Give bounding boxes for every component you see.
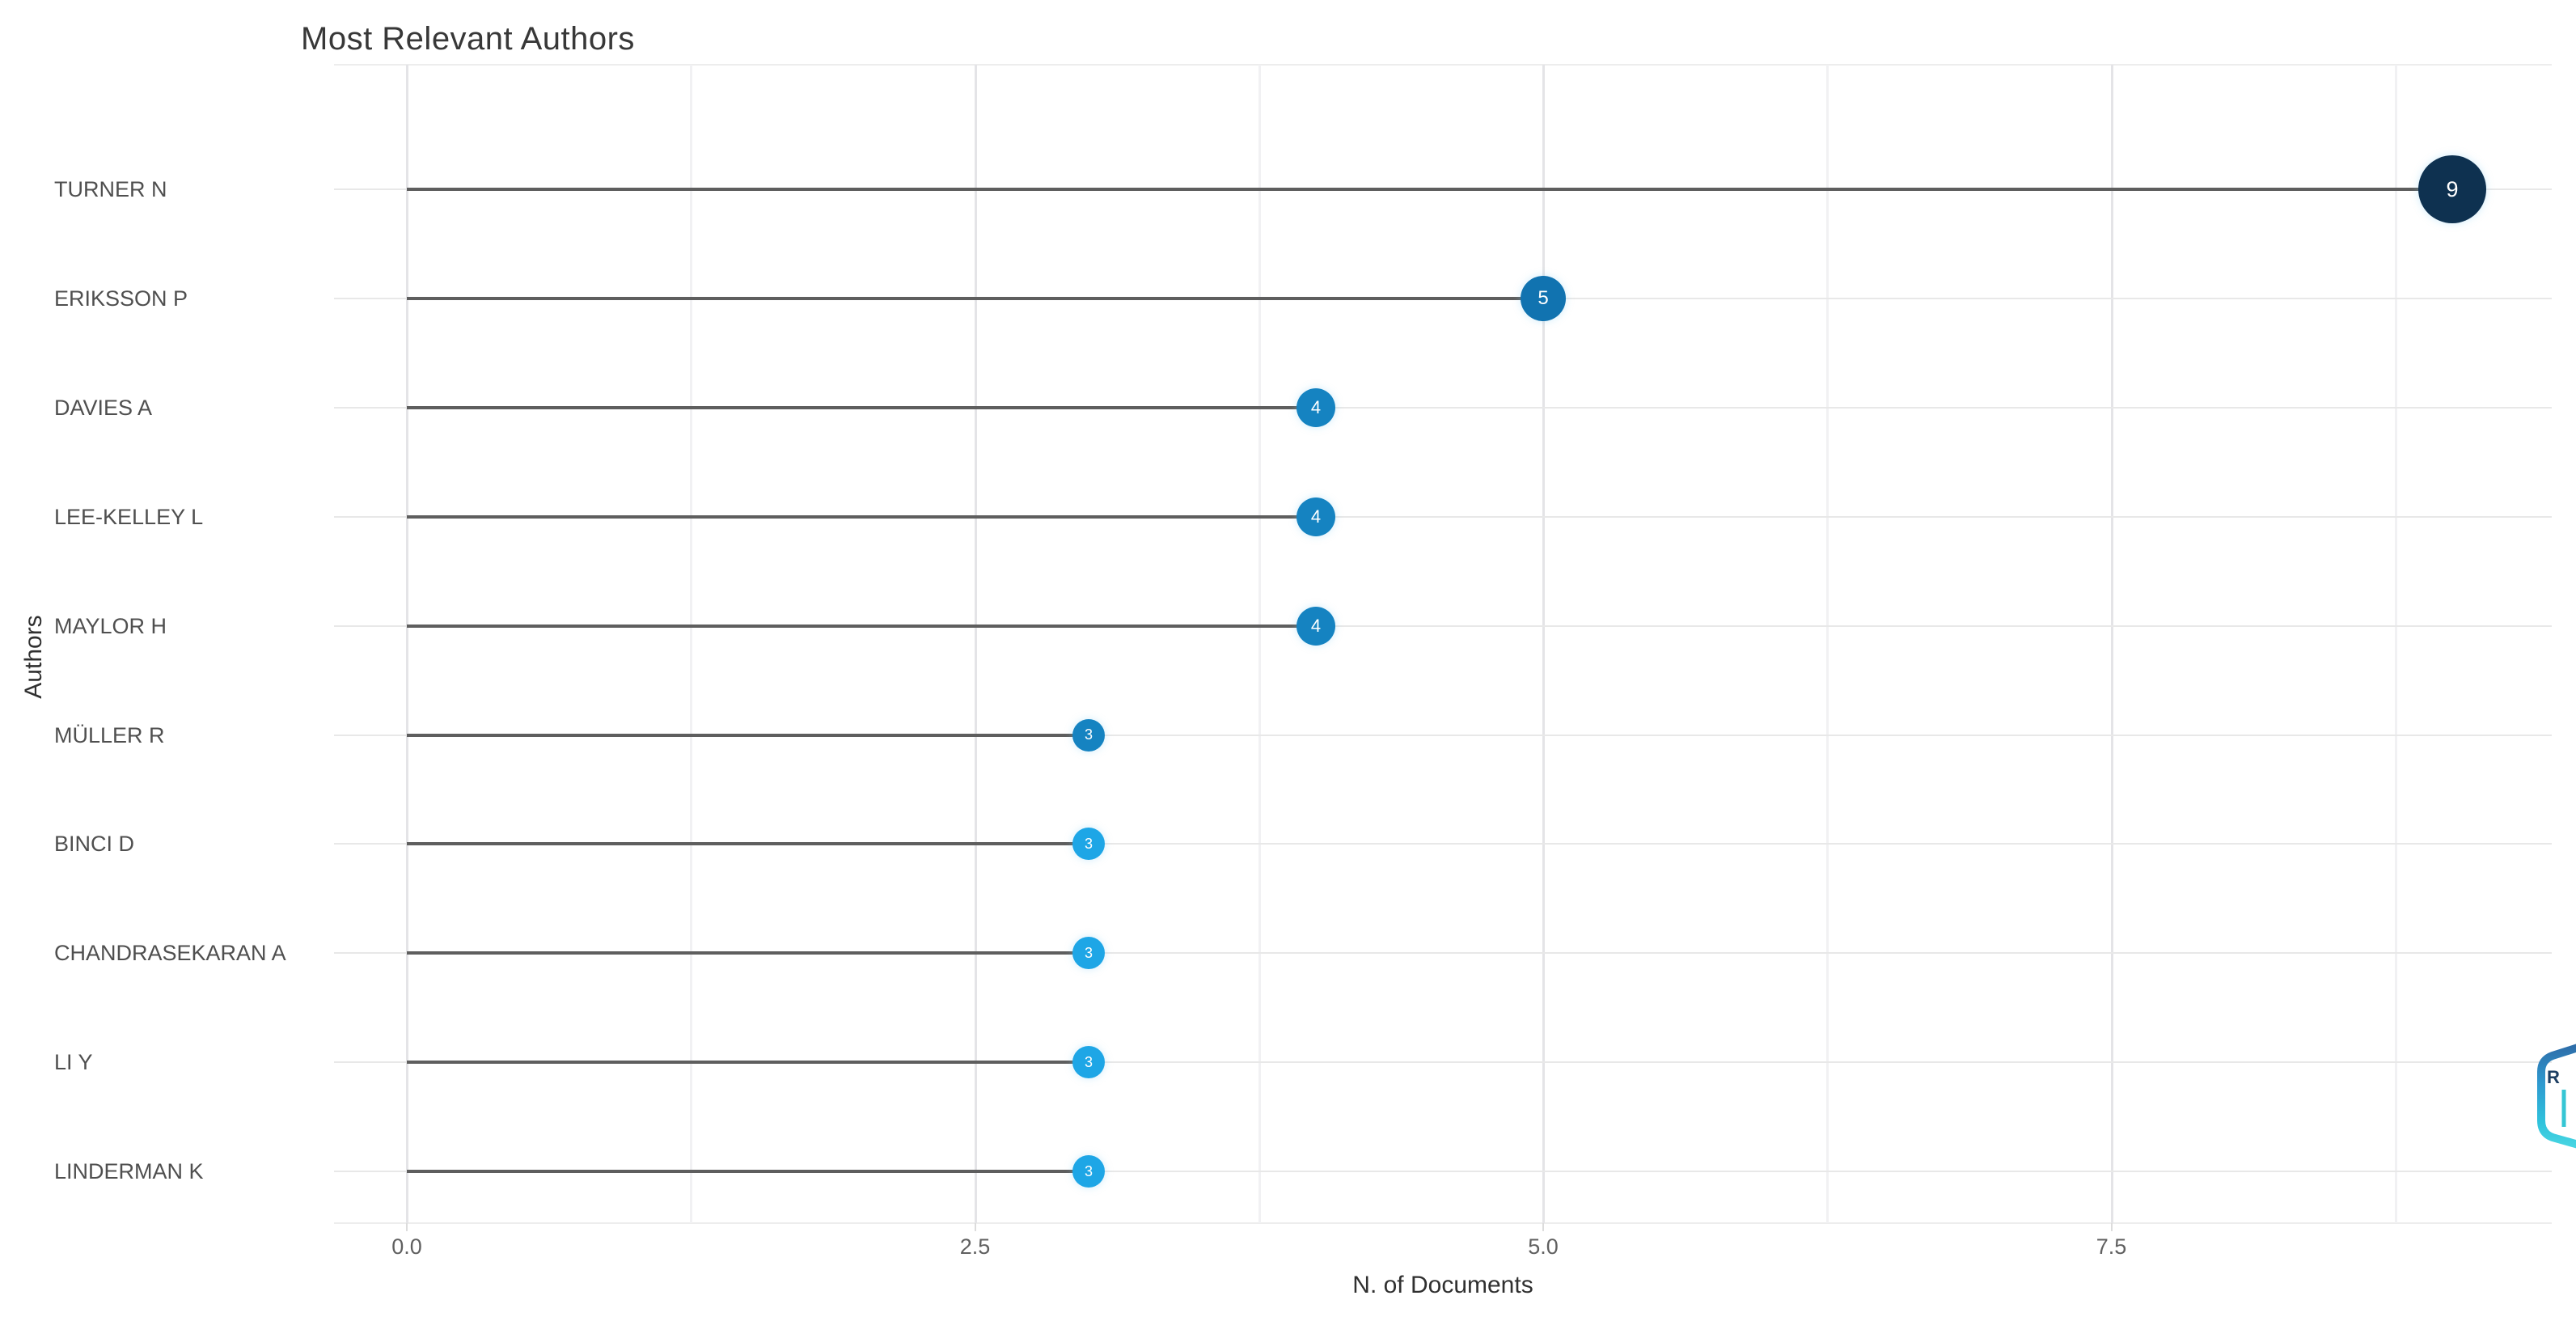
row-gridline <box>334 625 2552 627</box>
category-label: ERIKSSON P <box>54 286 188 311</box>
row-gridline <box>334 843 2552 845</box>
category-label: LINDERMAN K <box>54 1159 204 1184</box>
row-gridline <box>334 734 2552 736</box>
category-label: LEE-KELLEY L <box>54 504 204 529</box>
category-label: DAVIES A <box>54 395 153 420</box>
x-tick-label: 2.5 <box>959 1234 991 1259</box>
svg-text:R: R <box>2547 1067 2560 1087</box>
row-gridline <box>334 1171 2552 1173</box>
data-point-dot[interactable]: 5 <box>1521 275 1566 321</box>
data-point-dot[interactable]: 9 <box>2418 155 2486 223</box>
data-point-dot[interactable]: 3 <box>1072 1155 1105 1188</box>
clipped-logo-icon[interactable]: R <box>2525 1038 2576 1153</box>
x-gridline-minor <box>690 65 693 1223</box>
x-tick-mark <box>2110 1223 2113 1231</box>
dot-value-label: 9 <box>2446 176 2459 201</box>
x-gridline-major <box>406 65 408 1223</box>
stem-line <box>407 842 1089 846</box>
category-label: LI Y <box>54 1050 93 1075</box>
y-axis-title: Authors <box>20 615 47 699</box>
dot-value-label: 3 <box>1084 1053 1093 1070</box>
category-label: CHANDRASEKARAN A <box>54 941 286 966</box>
dot-value-label: 4 <box>1310 615 1322 636</box>
x-gridline-major <box>2110 65 2113 1223</box>
dot-value-label: 5 <box>1538 286 1549 309</box>
stem-line <box>407 1061 1089 1065</box>
panel-top-edge <box>334 64 2552 66</box>
x-gridline-minor <box>2394 65 2397 1223</box>
data-point-dot[interactable]: 3 <box>1072 718 1105 752</box>
data-point-dot[interactable]: 4 <box>1296 387 1335 427</box>
x-tick-label: 0.0 <box>391 1234 422 1259</box>
data-point-dot[interactable]: 3 <box>1072 828 1105 861</box>
dot-value-label: 3 <box>1084 1162 1093 1179</box>
x-tick-mark <box>1542 1223 1544 1231</box>
stem-line <box>407 733 1089 737</box>
x-axis-title: N. of Documents <box>1352 1272 1533 1298</box>
x-tick-mark <box>406 1223 408 1231</box>
dot-value-label: 3 <box>1084 835 1093 852</box>
data-point-dot[interactable]: 3 <box>1072 937 1105 970</box>
row-gridline <box>334 515 2552 518</box>
dot-value-label: 3 <box>1084 726 1093 743</box>
category-label: MAYLOR H <box>54 613 167 638</box>
x-gridline-minor <box>1258 65 1261 1223</box>
dot-value-label: 4 <box>1310 506 1322 527</box>
stem-line <box>407 624 1316 628</box>
row-gridline <box>334 406 2552 409</box>
data-point-dot[interactable]: 4 <box>1296 497 1335 536</box>
stem-line <box>407 296 1543 300</box>
dot-value-label: 4 <box>1310 396 1322 417</box>
x-gridline-major <box>1542 65 1545 1223</box>
category-label: MÜLLER R <box>54 722 165 747</box>
category-label: BINCI D <box>54 832 135 857</box>
category-label: TURNER N <box>54 177 167 201</box>
stem-line <box>407 188 2452 191</box>
data-point-dot[interactable]: 4 <box>1296 606 1335 646</box>
row-gridline <box>334 1061 2552 1064</box>
x-gridline-minor <box>1826 65 1829 1223</box>
chart-title: Most Relevant Authors <box>301 21 635 57</box>
x-tick-label: 7.5 <box>2096 1234 2127 1259</box>
row-gridline <box>334 952 2552 955</box>
panel-bottom-edge <box>334 1222 2552 1224</box>
x-gridline-major <box>974 65 977 1223</box>
stem-line <box>407 951 1089 955</box>
stem-line <box>407 405 1316 409</box>
stem-line <box>407 1170 1089 1174</box>
dot-value-label: 3 <box>1084 944 1093 961</box>
stem-line <box>407 514 1316 519</box>
x-tick-label: 5.0 <box>1528 1234 1559 1259</box>
data-point-dot[interactable]: 3 <box>1072 1046 1105 1079</box>
x-tick-mark <box>974 1223 976 1231</box>
